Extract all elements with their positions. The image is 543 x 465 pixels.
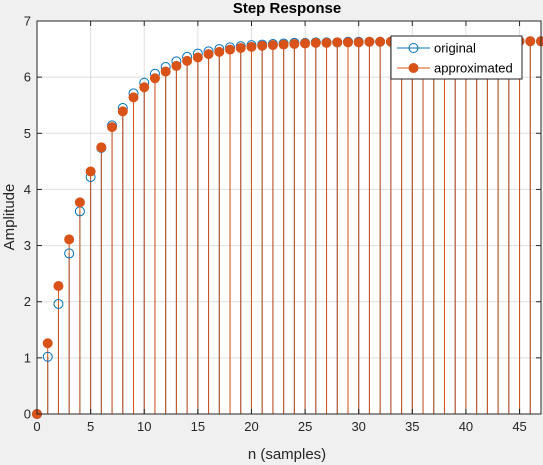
- marker-approximated: [182, 55, 193, 66]
- marker-approximated: [74, 197, 85, 208]
- x-tick-label: 5: [87, 419, 94, 434]
- marker-approximated: [235, 42, 246, 53]
- stem-lines: [47, 41, 542, 414]
- marker-approximated: [171, 60, 182, 71]
- marker-approximated: [85, 166, 96, 177]
- legend-approximated-label: approximated: [434, 61, 513, 76]
- marker-approximated: [342, 37, 353, 48]
- marker-approximated: [107, 122, 118, 133]
- marker-approximated: [117, 106, 128, 117]
- marker-approximated: [246, 41, 257, 52]
- x-axis-label: n (samples): [248, 446, 326, 463]
- y-tick-label: 5: [24, 126, 31, 141]
- y-tick-label: 4: [24, 182, 31, 197]
- marker-approximated: [139, 82, 150, 93]
- marker-approximated: [149, 73, 160, 84]
- marker-approximated: [64, 234, 75, 245]
- x-tick-label: 25: [298, 419, 312, 434]
- x-tick-label: 15: [191, 419, 205, 434]
- marker-original: [53, 298, 64, 309]
- marker-approximated: [53, 280, 64, 291]
- marker-approximated: [353, 37, 364, 48]
- marker-approximated: [42, 338, 53, 349]
- marker-approximated: [375, 36, 386, 47]
- x-tick-label: 0: [33, 419, 40, 434]
- x-tick-label: 20: [244, 419, 258, 434]
- marker-approximated: [96, 142, 107, 153]
- marker-approximated: [225, 44, 236, 55]
- x-tick-label: 35: [405, 419, 419, 434]
- marker-approximated: [300, 38, 311, 49]
- legend-original-label: original: [434, 41, 476, 56]
- y-tick-label: 6: [24, 70, 31, 85]
- marker-original: [64, 248, 75, 259]
- legend-approximated-marker: [408, 63, 419, 73]
- marker-approximated: [257, 40, 268, 51]
- marker-approximated: [192, 52, 203, 63]
- marker-approximated: [364, 36, 375, 47]
- axes-box: [36, 20, 542, 415]
- marker-approximated: [310, 37, 321, 48]
- marker-approximated: [160, 66, 171, 77]
- marker-approximated: [214, 46, 225, 57]
- marker-approximated: [536, 36, 543, 47]
- y-tick-label: 0: [24, 407, 31, 422]
- marker-approximated: [289, 39, 300, 50]
- legend: original approximated: [390, 35, 523, 80]
- marker-approximated: [267, 40, 278, 51]
- x-tick-label: 10: [137, 419, 151, 434]
- marker-approximated: [332, 37, 343, 48]
- y-tick-label: 7: [24, 14, 31, 29]
- x-tick-label: 30: [351, 419, 365, 434]
- x-tick-label: 40: [459, 419, 473, 434]
- marker-approximated: [203, 49, 214, 60]
- marker-approximated: [321, 37, 332, 48]
- y-tick-label: 1: [24, 350, 31, 365]
- marker-approximated: [128, 92, 139, 103]
- legend-original-marker: [408, 43, 419, 53]
- y-tick-label: 3: [24, 238, 31, 253]
- plot-area: [37, 21, 541, 414]
- marker-approximated: [278, 39, 289, 50]
- y-tick-label: 2: [24, 294, 31, 309]
- chart-title: Step Response: [233, 0, 341, 17]
- marker-approximated: [525, 36, 536, 47]
- marker-original: [42, 351, 53, 362]
- y-axis-label: Amplitude: [1, 184, 18, 251]
- x-tick-label: 45: [512, 419, 526, 434]
